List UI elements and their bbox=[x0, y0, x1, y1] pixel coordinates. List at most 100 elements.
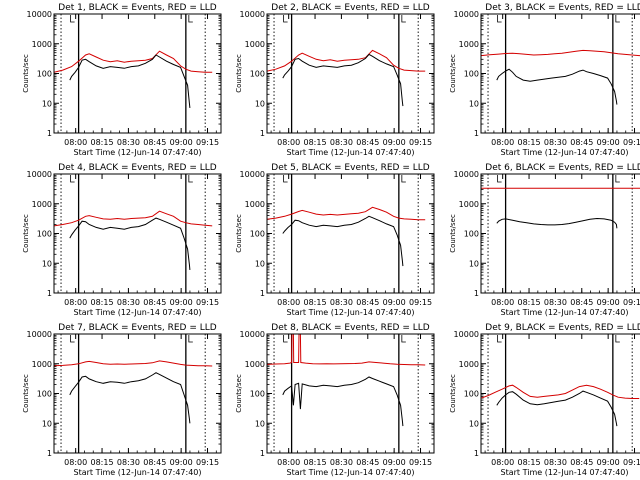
y-tick-label: 1000 bbox=[32, 360, 52, 369]
x-tick-label: 09:00 bbox=[597, 458, 620, 467]
x-tick-label: 08:00 bbox=[491, 458, 514, 467]
y-tick-label: 1000 bbox=[32, 40, 52, 49]
panel-det-5: Det 5, BLACK = Events, RED = LLD Counts/s… bbox=[235, 163, 435, 317]
y-tick-label: 10000 bbox=[27, 330, 52, 339]
x-tick-label: 08:00 bbox=[277, 138, 300, 147]
events-series-line bbox=[69, 372, 191, 424]
interval-marker bbox=[401, 335, 406, 343]
series-group bbox=[267, 334, 426, 427]
y-axis-label: Counts/sec bbox=[449, 214, 457, 253]
y-tick-label: 1000 bbox=[459, 200, 479, 209]
y-tick-label: 10000 bbox=[27, 170, 52, 179]
y-tick-label: 1 bbox=[474, 449, 479, 458]
x-tick-label: 09:15 bbox=[409, 458, 432, 467]
panel-title: Det 7, BLACK = Events, RED = LLD bbox=[58, 323, 217, 333]
y-tick-label: 10 bbox=[255, 99, 265, 108]
plot-frame bbox=[480, 173, 640, 294]
y-tick-label: 10 bbox=[42, 419, 52, 428]
events-series-line bbox=[496, 390, 618, 427]
y-tick-label: 10000 bbox=[240, 330, 265, 339]
series-group bbox=[267, 49, 426, 107]
y-tick-label: 100 bbox=[464, 390, 479, 399]
y-tick-label: 10000 bbox=[454, 10, 479, 19]
x-tick-label: 08:30 bbox=[117, 138, 140, 147]
y-tick-label: 100 bbox=[250, 390, 265, 399]
y-tick-label: 1000 bbox=[32, 200, 52, 209]
y-tick-label: 1000 bbox=[459, 360, 479, 369]
plot-frame bbox=[266, 173, 435, 294]
x-tick-label: 09:15 bbox=[196, 298, 219, 307]
x-tick-label: 08:45 bbox=[356, 458, 379, 467]
lld-series-line bbox=[54, 50, 213, 73]
x-tick-label: 08:30 bbox=[330, 298, 353, 307]
x-tick-label: 09:15 bbox=[196, 458, 219, 467]
lld-series-line bbox=[54, 210, 213, 227]
events-series-line bbox=[496, 68, 618, 105]
x-axis-label: Start Time (12-Jun-14 07:47:40) bbox=[501, 308, 629, 317]
y-axis-label: Counts/sec bbox=[235, 214, 243, 253]
x-tick-label: 08:00 bbox=[491, 138, 514, 147]
interval-marker bbox=[497, 175, 502, 183]
x-tick-label: 09:00 bbox=[383, 298, 406, 307]
interval-marker bbox=[283, 15, 288, 23]
x-axis-label: Start Time (12-Jun-14 07:47:40) bbox=[74, 148, 202, 157]
y-tick-label: 1 bbox=[260, 289, 265, 298]
x-tick-label: 08:45 bbox=[570, 458, 593, 467]
y-tick-label: 10 bbox=[42, 259, 52, 268]
y-tick-label: 100 bbox=[37, 70, 52, 79]
x-tick-label: 09:15 bbox=[196, 138, 219, 147]
plot-frame bbox=[53, 13, 222, 134]
y-tick-label: 10000 bbox=[240, 170, 265, 179]
panel-title: Det 8, BLACK = Events, RED = LLD bbox=[271, 323, 430, 333]
x-tick-label: 09:00 bbox=[170, 138, 193, 147]
y-axis-label: Counts/sec bbox=[449, 54, 457, 93]
interval-marker bbox=[497, 335, 502, 343]
x-tick-label: 08:00 bbox=[491, 298, 514, 307]
interval-marker bbox=[615, 335, 620, 343]
series-group bbox=[481, 384, 640, 427]
x-tick-label: 08:45 bbox=[356, 138, 379, 147]
panel-title: Det 6, BLACK = Events, RED = LLD bbox=[485, 163, 640, 173]
interval-marker bbox=[283, 335, 288, 343]
x-tick-label: 09:00 bbox=[383, 138, 406, 147]
y-tick-label: 100 bbox=[37, 230, 52, 239]
y-axis-label: Counts/sec bbox=[235, 374, 243, 413]
y-tick-label: 1 bbox=[474, 289, 479, 298]
y-tick-label: 1 bbox=[260, 129, 265, 138]
y-tick-label: 10 bbox=[469, 259, 479, 268]
x-tick-label: 08:15 bbox=[91, 138, 114, 147]
x-tick-label: 08:15 bbox=[91, 458, 114, 467]
lld-series-line bbox=[267, 334, 426, 366]
interval-marker bbox=[70, 175, 75, 183]
interval-marker bbox=[615, 175, 620, 183]
y-tick-label: 1 bbox=[47, 289, 52, 298]
x-tick-label: 08:15 bbox=[91, 298, 114, 307]
x-tick-label: 08:00 bbox=[64, 458, 87, 467]
events-series-line bbox=[69, 54, 191, 108]
series-group bbox=[481, 49, 640, 105]
lld-series-line bbox=[481, 384, 640, 399]
y-tick-label: 100 bbox=[250, 70, 265, 79]
x-tick-label: 08:30 bbox=[330, 138, 353, 147]
panel-det-1: Det 1, BLACK = Events, RED = LLD Counts/s… bbox=[22, 3, 222, 157]
x-tick-label: 09:15 bbox=[623, 138, 640, 147]
plot-frame bbox=[266, 13, 435, 134]
plot-frame bbox=[53, 173, 222, 294]
x-axis-label: Start Time (12-Jun-14 07:47:40) bbox=[287, 148, 415, 157]
interval-marker bbox=[401, 15, 406, 23]
interval-marker bbox=[615, 15, 620, 23]
x-tick-label: 08:30 bbox=[117, 458, 140, 467]
x-tick-label: 09:15 bbox=[409, 138, 432, 147]
x-axis-label: Start Time (12-Jun-14 07:47:40) bbox=[74, 468, 202, 477]
y-tick-label: 10000 bbox=[454, 170, 479, 179]
events-series-line bbox=[69, 217, 191, 270]
x-tick-label: 09:00 bbox=[170, 458, 193, 467]
lld-series-line bbox=[267, 206, 426, 221]
y-tick-label: 10 bbox=[255, 419, 265, 428]
x-axis-label: Start Time (12-Jun-14 07:47:40) bbox=[287, 308, 415, 317]
panel-title: Det 3, BLACK = Events, RED = LLD bbox=[485, 3, 640, 13]
events-series-line bbox=[282, 53, 404, 107]
panel-det-2: Det 2, BLACK = Events, RED = LLD Counts/s… bbox=[235, 3, 435, 157]
y-tick-label: 1 bbox=[260, 449, 265, 458]
